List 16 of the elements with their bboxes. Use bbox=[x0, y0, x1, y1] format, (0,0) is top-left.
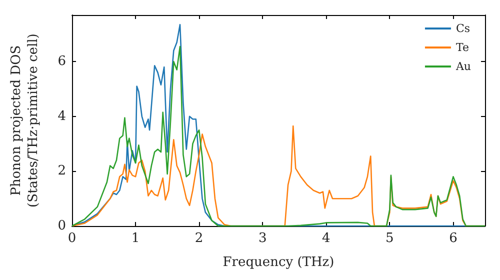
legend-label: Au bbox=[454, 60, 472, 73]
x-tick-label: 3 bbox=[258, 231, 267, 246]
x-tick-label: 6 bbox=[449, 231, 458, 246]
x-tick-label: 4 bbox=[322, 231, 330, 246]
x-tick-label: 2 bbox=[194, 231, 204, 246]
y-tick-label: 6 bbox=[58, 54, 66, 70]
x-tick-label: 0 bbox=[68, 231, 76, 246]
y-tick-label: 0 bbox=[58, 218, 66, 234]
y-tick-label: 4 bbox=[58, 108, 66, 124]
legend-label: Te bbox=[456, 41, 469, 54]
x-tick-label: 1 bbox=[131, 231, 140, 246]
y-tick-label: 2 bbox=[58, 164, 66, 179]
y-axis-title: Phonon projected DOS (States/THz·primitive cell) bbox=[9, 33, 41, 208]
legend-label: Cs bbox=[456, 22, 470, 35]
x-axis-title: Frequency (THz) bbox=[222, 255, 334, 270]
x-tick-label: 5 bbox=[386, 231, 394, 246]
